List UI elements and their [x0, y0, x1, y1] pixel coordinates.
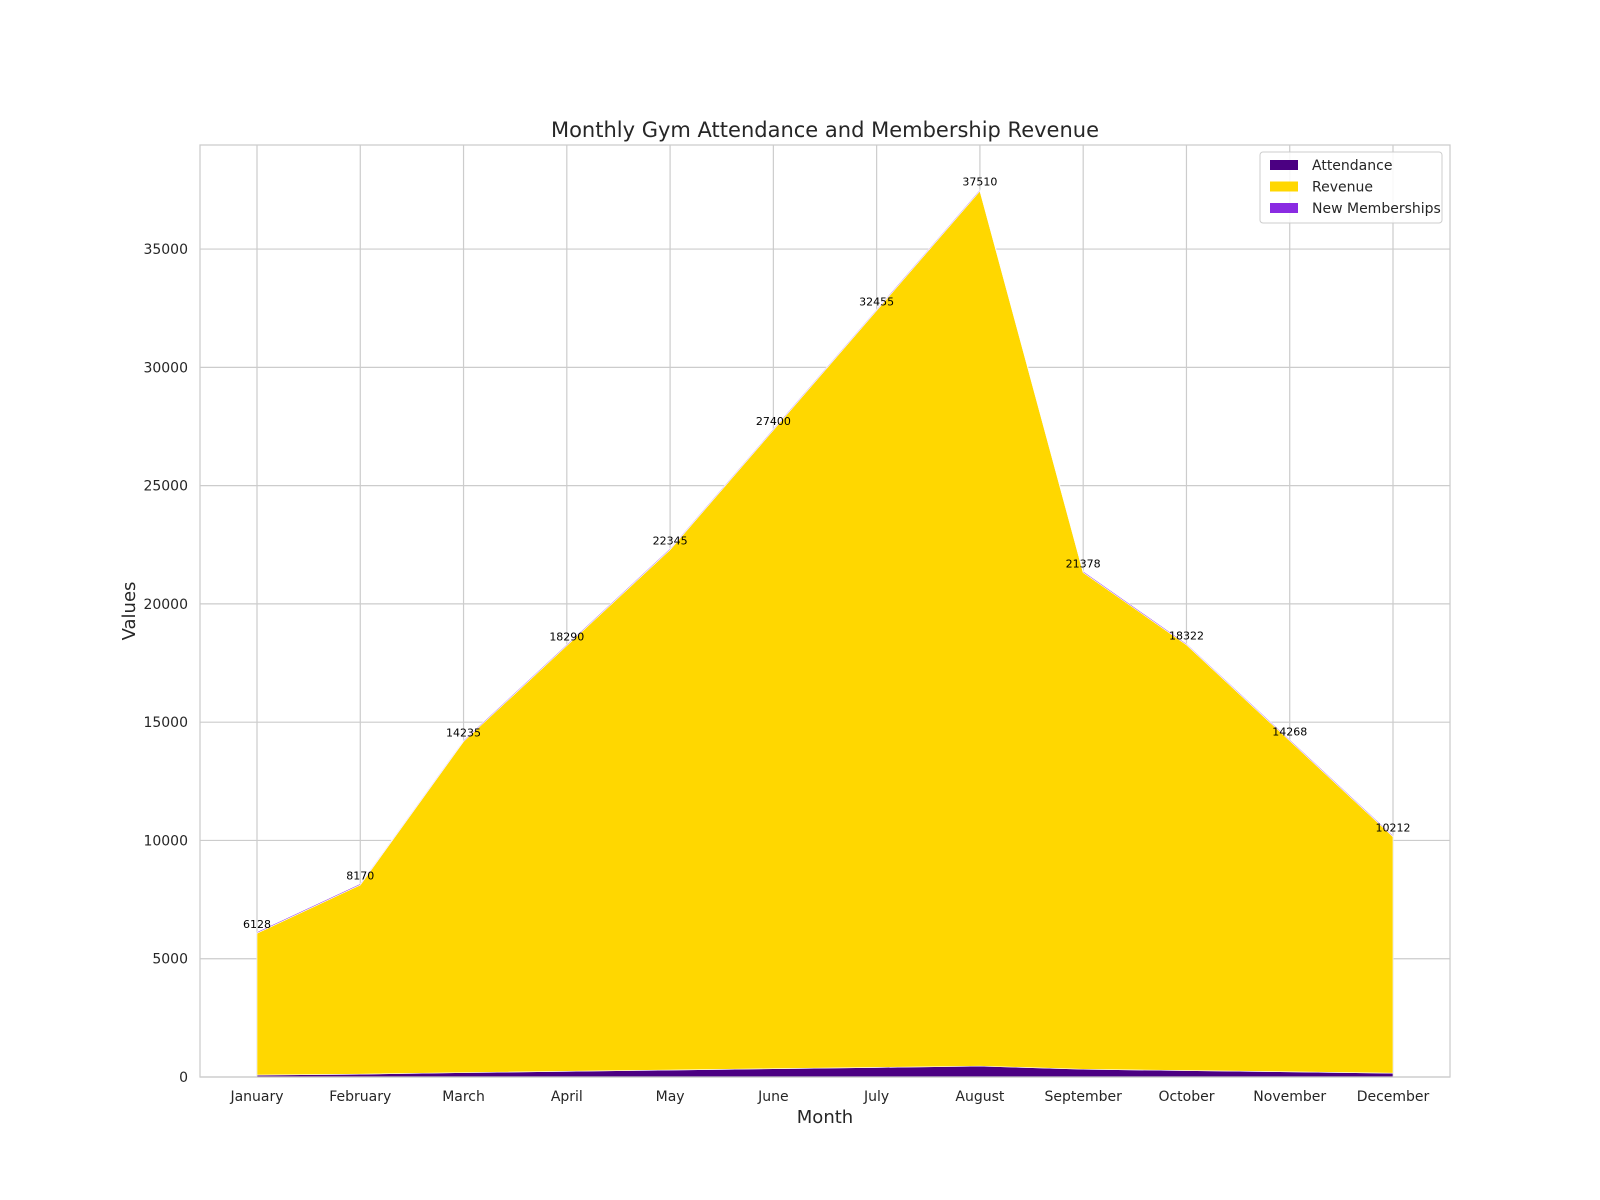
y-tick-label: 5000: [152, 952, 188, 968]
x-tick-label: October: [1158, 1089, 1214, 1105]
data-label: 37510: [962, 176, 997, 189]
data-label: 14235: [446, 726, 481, 739]
areas: [256, 189, 1394, 1078]
y-tick-label: 10000: [143, 833, 188, 849]
x-tick-label: April: [551, 1089, 583, 1105]
plot-frame: [199, 144, 1451, 1078]
data-label: 18290: [549, 630, 584, 643]
data-label: 22345: [653, 534, 688, 547]
legend-box: [1259, 151, 1443, 224]
y-axis-label: Values: [119, 582, 140, 641]
x-tick-label: February: [329, 1089, 391, 1105]
ticks: 0 5000 10000 15000 20000 25000 30000 35000 Janua…: [143, 242, 1429, 1105]
y-tick-label: 20000: [143, 597, 188, 613]
x-axis-label: Month: [797, 1107, 853, 1128]
data-label: 8170: [346, 870, 374, 883]
data-label: 6128: [243, 918, 271, 931]
data-label: 10212: [1376, 821, 1411, 834]
y-tick-label: 25000: [143, 479, 188, 495]
y-tick-label: 0: [179, 1070, 188, 1086]
data-label: 32455: [859, 295, 894, 308]
legend-label: Revenue: [1312, 180, 1373, 196]
y-tick-label: 35000: [143, 242, 188, 258]
legend-label: New Memberships: [1312, 201, 1441, 217]
legend: Attendance Revenue New Memberships: [1259, 151, 1443, 224]
data-labels: 6128 8170 14235 18290 22345 27400 32455 37510 21…: [243, 176, 1411, 931]
x-tick-label: August: [955, 1089, 1005, 1105]
chart-title: Monthly Gym Attendance and Membership Re…: [551, 118, 1099, 142]
y-tick-label: 15000: [143, 715, 188, 731]
x-tick-label: November: [1253, 1089, 1326, 1105]
data-label: 21378: [1066, 557, 1101, 570]
legend-swatch: [1270, 203, 1298, 213]
x-tick-label: July: [863, 1089, 889, 1105]
x-tick-label: March: [442, 1089, 485, 1105]
x-tick-label: June: [757, 1089, 789, 1105]
data-label: 27400: [756, 415, 791, 428]
data-label: 14268: [1272, 725, 1307, 738]
legend-swatch: [1270, 181, 1298, 192]
area-new-memberships: [256, 189, 1394, 934]
x-tick-label: December: [1357, 1089, 1430, 1105]
data-label: 18322: [1169, 630, 1204, 643]
y-tick-label: 30000: [143, 360, 188, 376]
legend-swatch: [1270, 160, 1298, 170]
legend-label: Attendance: [1312, 158, 1392, 174]
x-tick-label: May: [656, 1089, 685, 1105]
x-tick-label: September: [1044, 1089, 1122, 1105]
x-tick-label: January: [229, 1089, 283, 1105]
